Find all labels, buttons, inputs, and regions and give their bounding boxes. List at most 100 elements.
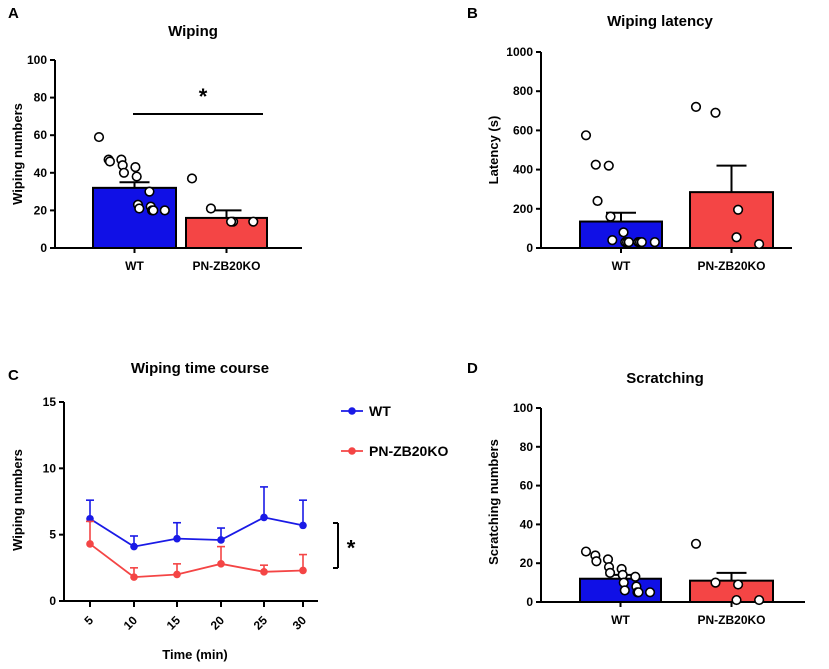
data-point-A bbox=[148, 205, 159, 216]
series-point-pn-zb20ko bbox=[86, 540, 94, 548]
y-tick-label-D: 20 bbox=[520, 556, 534, 570]
data-point-D bbox=[619, 585, 630, 596]
series-point-wt bbox=[130, 542, 138, 551]
y-tick-label-B: 400 bbox=[513, 163, 533, 177]
y-tick-label-D: 80 bbox=[520, 440, 534, 454]
series-point-wt bbox=[173, 534, 181, 543]
data-point-D bbox=[731, 594, 742, 606]
series-point-pn-zb20ko bbox=[130, 573, 138, 581]
legend-label-wt: WT bbox=[369, 403, 391, 419]
data-point-A bbox=[130, 162, 141, 173]
data-point-D bbox=[604, 567, 616, 579]
chart-title-B: Wiping latency bbox=[607, 13, 713, 30]
data-point-B bbox=[592, 195, 603, 207]
y-tick-label-B: 1000 bbox=[506, 45, 533, 59]
y-tick-label-B: 600 bbox=[513, 123, 533, 137]
data-point-A bbox=[93, 131, 105, 143]
y-tick-label-A: 100 bbox=[27, 53, 47, 67]
data-point-B bbox=[603, 160, 614, 171]
data-point-D bbox=[644, 587, 656, 598]
y-tick-label-B: 0 bbox=[526, 241, 533, 255]
data-point-D bbox=[630, 571, 641, 582]
panel-label-D: D bbox=[467, 360, 478, 377]
data-point-B bbox=[636, 237, 647, 248]
data-point-A bbox=[186, 173, 198, 184]
y-tick-label-A: 40 bbox=[34, 166, 48, 180]
series-point-wt bbox=[299, 521, 307, 530]
y-axis-label-A: Wiping numbers bbox=[10, 103, 25, 205]
y-axis-label-B: Latency (s) bbox=[486, 116, 501, 185]
x-tick-label-C: 30 bbox=[290, 613, 310, 633]
series-point-pn-zb20ko bbox=[299, 566, 307, 575]
data-point-A bbox=[144, 186, 155, 197]
y-axis-label-C: Wiping numbers bbox=[10, 449, 25, 551]
data-point-B bbox=[623, 237, 634, 248]
y-tick-label-D: 40 bbox=[520, 517, 534, 531]
data-point-B bbox=[605, 211, 616, 222]
data-point-B bbox=[618, 227, 629, 238]
data-point-A bbox=[131, 171, 142, 182]
data-point-B bbox=[690, 101, 702, 112]
series-line-pn-zb20ko bbox=[89, 543, 304, 579]
data-point-A bbox=[134, 203, 145, 214]
y-tick-label-A: 80 bbox=[34, 91, 48, 105]
series-point-pn-zb20ko bbox=[260, 568, 268, 576]
series-point-wt bbox=[217, 536, 225, 544]
significance-star-C: * bbox=[347, 536, 356, 561]
data-point-D bbox=[754, 594, 765, 606]
series-point-wt bbox=[260, 513, 268, 522]
data-point-A bbox=[248, 216, 259, 227]
legend-marker-pn-zb20ko bbox=[348, 447, 356, 455]
chart-title-D: Scratching bbox=[626, 370, 704, 387]
series-point-pn-zb20ko bbox=[173, 570, 181, 579]
x-tick-label-C: 20 bbox=[208, 613, 228, 633]
x-tick-label-C: 15 bbox=[164, 613, 184, 633]
data-point-B bbox=[590, 159, 601, 170]
data-point-D bbox=[633, 587, 644, 598]
y-tick-label-A: 60 bbox=[34, 128, 48, 142]
x-tick-label-D: PN-ZB20KO bbox=[697, 613, 765, 627]
series-point-pn-zb20ko bbox=[217, 560, 225, 568]
panel-label-A: A bbox=[8, 5, 19, 22]
x-tick-label-D: WT bbox=[611, 613, 630, 627]
y-tick-label-D: 100 bbox=[513, 401, 533, 415]
y-tick-label-D: 60 bbox=[520, 479, 534, 493]
data-point-A bbox=[205, 203, 217, 214]
y-tick-label-D: 0 bbox=[526, 595, 533, 609]
y-tick-label-C: 0 bbox=[49, 594, 56, 608]
data-point-D bbox=[732, 579, 744, 590]
data-point-D bbox=[690, 538, 702, 549]
data-point-B bbox=[731, 232, 742, 243]
data-point-A bbox=[225, 216, 237, 227]
significance-star-A: * bbox=[199, 84, 208, 109]
y-tick-label-B: 800 bbox=[513, 84, 533, 98]
bar-B-pn-zb20ko bbox=[689, 191, 774, 249]
y-tick-label-A: 20 bbox=[34, 203, 48, 217]
legend-marker-wt bbox=[348, 407, 356, 415]
panel-label-B: B bbox=[467, 5, 478, 22]
chart-title-A: Wiping bbox=[168, 23, 218, 40]
data-point-A bbox=[104, 156, 116, 167]
bar-A-wt bbox=[92, 186, 177, 249]
series-line-wt bbox=[89, 516, 304, 548]
x-tick-label-A: WT bbox=[125, 259, 144, 273]
data-point-A bbox=[118, 167, 130, 178]
x-tick-label-A: PN-ZB20KO bbox=[192, 259, 260, 273]
x-tick-label-B: PN-ZB20KO bbox=[697, 259, 765, 273]
x-axis-label-C: Time (min) bbox=[162, 647, 228, 662]
y-tick-label-C: 10 bbox=[43, 461, 57, 475]
data-point-D bbox=[580, 546, 592, 557]
x-tick-label-C: 10 bbox=[121, 613, 141, 633]
data-point-B bbox=[710, 107, 721, 118]
x-tick-label-C: 5 bbox=[81, 613, 96, 628]
y-tick-label-B: 200 bbox=[513, 202, 533, 216]
data-point-D bbox=[710, 577, 721, 588]
y-tick-label-C: 15 bbox=[43, 395, 57, 409]
data-point-D bbox=[591, 556, 602, 567]
y-tick-label-A: 0 bbox=[40, 241, 47, 255]
data-point-B bbox=[754, 238, 765, 250]
panel-label-C: C bbox=[8, 367, 19, 384]
y-axis-label-D: Scratching numbers bbox=[486, 439, 501, 565]
data-point-A bbox=[159, 205, 170, 216]
